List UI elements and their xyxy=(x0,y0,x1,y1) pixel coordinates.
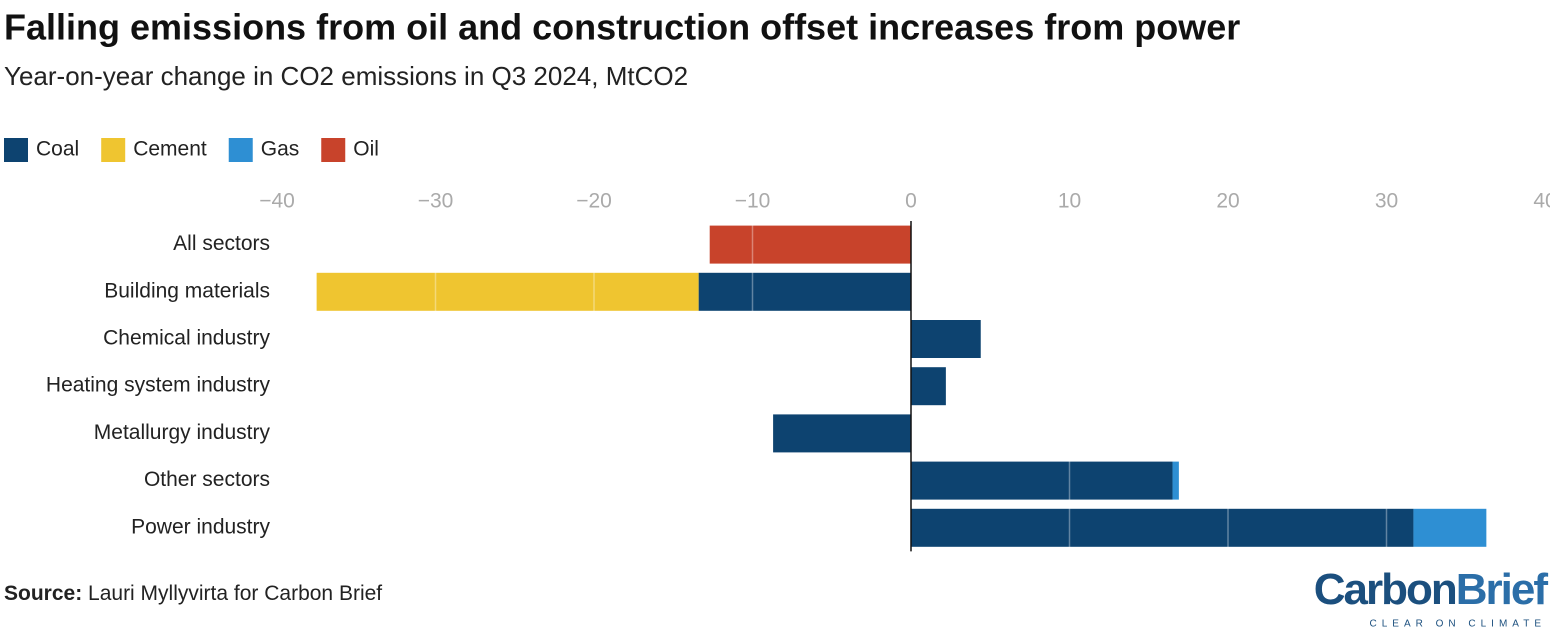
chart-subtitle: Year-on-year change in CO2 emissions in … xyxy=(4,61,688,91)
legend-label: Gas xyxy=(261,138,300,161)
logo: CarbonBrief xyxy=(1314,565,1549,614)
bar xyxy=(1413,508,1487,547)
source: Source: Lauri Myllyvirta for Carbon Brie… xyxy=(4,582,382,605)
bar xyxy=(316,272,699,311)
bar xyxy=(911,461,1173,500)
bar xyxy=(911,367,946,406)
bar xyxy=(773,414,911,453)
x-tick-label: 20 xyxy=(1216,190,1239,213)
x-tick-label: −30 xyxy=(418,190,454,213)
legend-swatch xyxy=(228,138,253,162)
source-label: Source: xyxy=(4,582,82,605)
x-tick-label: −40 xyxy=(259,190,295,213)
legend-swatch xyxy=(4,138,28,162)
y-tick-label: Heating system industry xyxy=(46,374,271,397)
logo-carbon: Carbon xyxy=(1314,565,1456,614)
y-tick-label: Metallurgy industry xyxy=(94,421,271,444)
chart-title: Falling emissions from oil and construct… xyxy=(4,7,1240,48)
x-tick-label: −10 xyxy=(735,190,771,213)
legend-label: Coal xyxy=(36,138,79,161)
x-tick-label: −20 xyxy=(576,190,612,213)
logo-tagline: CLEAR ON CLIMATE xyxy=(1370,619,1547,630)
legend-swatch xyxy=(101,138,126,162)
y-tick-label: Other sectors xyxy=(144,468,270,491)
bar xyxy=(698,272,911,311)
x-tick-label: 0 xyxy=(905,190,917,213)
bar xyxy=(1172,461,1179,500)
y-tick-label: Building materials xyxy=(104,279,270,302)
x-tick-label: 10 xyxy=(1058,190,1081,213)
logo-brief: Brief xyxy=(1456,565,1549,614)
bar xyxy=(911,508,1414,547)
bar xyxy=(911,320,981,358)
bar xyxy=(709,225,911,264)
y-tick-label: All sectors xyxy=(173,232,270,255)
x-tick-label: 30 xyxy=(1375,190,1398,213)
y-tick-label: Power industry xyxy=(131,515,270,538)
y-tick-label: Chemical industry xyxy=(103,327,270,350)
x-tick-label: 40 xyxy=(1533,190,1550,213)
legend-swatch xyxy=(321,138,346,162)
source-text: Lauri Myllyvirta for Carbon Brief xyxy=(88,582,382,605)
legend-label: Oil xyxy=(353,138,379,161)
legend-label: Cement xyxy=(133,138,207,161)
